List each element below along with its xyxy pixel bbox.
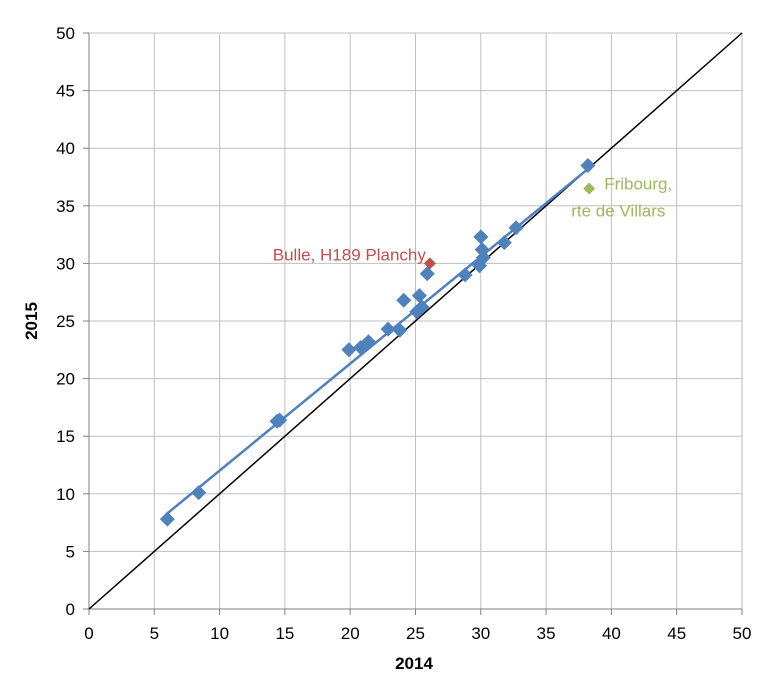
y-axis-title: 2015	[22, 302, 41, 340]
y-tick-labels: 0 5 10 15 20 25 30 35 40 45 50	[56, 24, 75, 619]
data-point	[473, 229, 489, 245]
y-tick-label: 20	[56, 370, 75, 389]
data-point	[475, 250, 491, 266]
data-point	[272, 412, 288, 428]
trendline-group	[166, 167, 589, 515]
x-tick-label: 40	[602, 624, 621, 643]
y-tick-label: 30	[56, 254, 75, 273]
data-point	[508, 220, 524, 236]
highlight-point-bulle	[423, 257, 436, 270]
data-point	[380, 321, 396, 337]
y-tick-label: 50	[56, 24, 75, 43]
data-point	[457, 267, 473, 283]
x-tick-label: 35	[537, 624, 556, 643]
y-tick-label: 15	[56, 427, 75, 446]
data-point	[341, 342, 357, 358]
data-point	[496, 235, 512, 251]
trendline	[166, 167, 589, 515]
x-tick-label: 25	[406, 624, 425, 643]
data-points	[159, 157, 596, 527]
data-point	[580, 157, 596, 173]
y-tick-label: 40	[56, 139, 75, 158]
data-point	[392, 322, 408, 338]
y-tick-label: 25	[56, 312, 75, 331]
annotation-fribourg-line2: rte de Villars	[571, 202, 665, 221]
x-tick-label: 15	[275, 624, 294, 643]
x-axis-title: 2014	[395, 654, 433, 673]
x-tick-label: 5	[150, 624, 159, 643]
highlighted-points: Bulle, H189 Planchy Fribourg, rte de Villa…	[273, 175, 672, 270]
x-tick-label: 10	[210, 624, 229, 643]
x-tick-label: 0	[84, 624, 93, 643]
x-tick-label: 20	[341, 624, 360, 643]
reference-line	[88, 32, 743, 610]
annotation-bulle: Bulle, H189 Planchy	[273, 245, 427, 264]
annotation-fribourg-line1: Fribourg,	[604, 175, 672, 194]
reference-line-group	[88, 32, 743, 610]
data-point	[159, 511, 175, 527]
axes	[83, 32, 743, 615]
data-point	[396, 292, 412, 308]
data-point	[360, 334, 376, 350]
x-tick-label: 45	[667, 624, 686, 643]
data-point	[414, 299, 430, 315]
y-tick-label: 45	[56, 82, 75, 101]
x-tick-label: 30	[471, 624, 490, 643]
y-tick-label: 35	[56, 197, 75, 216]
x-tick-labels: 0 5 10 15 20 25 30 35 40 45 50	[84, 624, 751, 643]
data-point	[191, 485, 207, 501]
data-point	[419, 266, 435, 282]
y-tick-label: 10	[56, 485, 75, 504]
data-point	[411, 288, 427, 304]
y-tick-label: 5	[66, 542, 75, 561]
highlight-point-fribourg	[583, 182, 596, 195]
x-tick-label: 50	[733, 624, 752, 643]
y-tick-label: 0	[66, 600, 75, 619]
